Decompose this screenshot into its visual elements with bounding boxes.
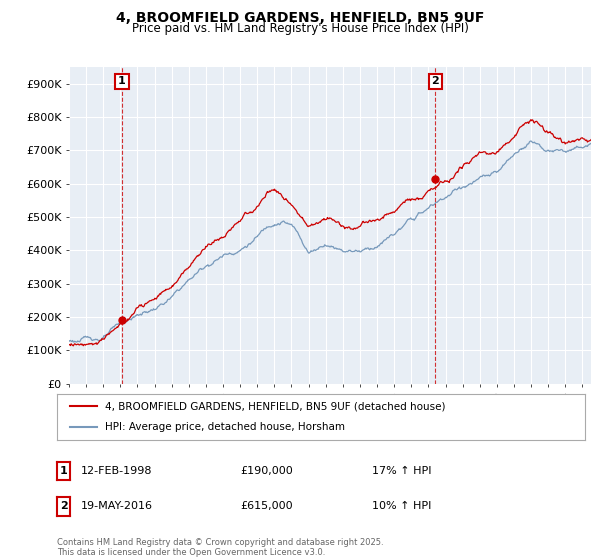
Text: 4, BROOMFIELD GARDENS, HENFIELD, BN5 9UF: 4, BROOMFIELD GARDENS, HENFIELD, BN5 9UF xyxy=(116,11,484,25)
Text: Price paid vs. HM Land Registry's House Price Index (HPI): Price paid vs. HM Land Registry's House … xyxy=(131,22,469,35)
Text: £615,000: £615,000 xyxy=(240,501,293,511)
Text: 2: 2 xyxy=(431,76,439,86)
Text: 1: 1 xyxy=(60,466,67,476)
Text: Contains HM Land Registry data © Crown copyright and database right 2025.
This d: Contains HM Land Registry data © Crown c… xyxy=(57,538,383,557)
Text: 1: 1 xyxy=(118,76,126,86)
Text: 17% ↑ HPI: 17% ↑ HPI xyxy=(372,466,431,476)
Text: HPI: Average price, detached house, Horsham: HPI: Average price, detached house, Hors… xyxy=(104,422,344,432)
Text: 4, BROOMFIELD GARDENS, HENFIELD, BN5 9UF (detached house): 4, BROOMFIELD GARDENS, HENFIELD, BN5 9UF… xyxy=(104,401,445,411)
Text: 10% ↑ HPI: 10% ↑ HPI xyxy=(372,501,431,511)
Text: 12-FEB-1998: 12-FEB-1998 xyxy=(81,466,152,476)
Text: 19-MAY-2016: 19-MAY-2016 xyxy=(81,501,153,511)
Text: £190,000: £190,000 xyxy=(240,466,293,476)
Text: 2: 2 xyxy=(60,501,67,511)
